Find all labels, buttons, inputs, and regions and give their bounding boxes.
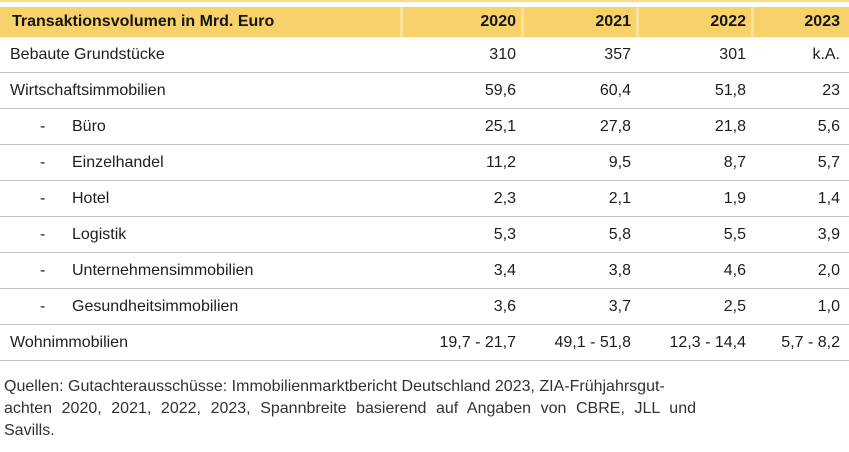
row-label-cell: - Logistik [0, 217, 400, 253]
table-row: - Einzelhandel 11,2 9,5 8,7 5,7 [0, 145, 849, 181]
year-header-2023: 2023 [751, 7, 849, 37]
row-label-text: Hotel [72, 189, 110, 207]
value-cell: 3,7 [521, 289, 636, 325]
table-header-row: Transaktionsvolumen in Mrd. Euro 2020 20… [0, 7, 849, 37]
table-row: - Unternehmensimmobilien 3,4 3,8 4,6 2,0 [0, 253, 849, 289]
table-row: - Logistik 5,3 5,8 5,5 3,9 [0, 217, 849, 253]
value-cell: 5,3 [400, 217, 521, 253]
row-label-cell: Bebaute Grundstücke [0, 37, 400, 73]
value-cell: 25,1 [400, 109, 521, 145]
transaction-volume-table: Transaktionsvolumen in Mrd. Euro 2020 20… [0, 7, 849, 361]
value-cell: 5,8 [521, 217, 636, 253]
source-note-line: achten 2020, 2021, 2022, 2023, Spannbrei… [4, 400, 696, 417]
value-cell: 3,6 [400, 289, 521, 325]
dash-bullet: - [40, 117, 46, 135]
row-label-text: Büro [72, 117, 106, 135]
value-cell: 23 [751, 73, 849, 109]
value-cell: 1,0 [751, 289, 849, 325]
table-row: Bebaute Grundstücke 310 357 301 k.A. [0, 37, 849, 73]
source-note: Quellen: Gutachterausschüsse: Immobilien… [4, 376, 696, 442]
dash-bullet: - [40, 153, 46, 171]
table-row: - Gesundheitsimmobilien 3,6 3,7 2,5 1,0 [0, 289, 849, 325]
source-note-line: Savills. [4, 422, 55, 439]
value-cell: 51,8 [636, 73, 751, 109]
row-label-text: Wirtschaftsimmobilien [10, 81, 166, 99]
table-row: - Hotel 2,3 2,1 1,9 1,4 [0, 181, 849, 217]
value-cell: k.A. [751, 37, 849, 73]
value-cell: 2,0 [751, 253, 849, 289]
value-cell: 5,6 [751, 109, 849, 145]
row-label-cell: - Hotel [0, 181, 400, 217]
table-row: - Büro 25,1 27,8 21,8 5,6 [0, 109, 849, 145]
table-header: Transaktionsvolumen in Mrd. Euro 2020 20… [0, 7, 849, 37]
year-header-2020: 2020 [400, 7, 521, 37]
value-cell: 19,7 - 21,7 [400, 325, 521, 361]
row-label-text: Unternehmensimmobilien [72, 261, 254, 279]
value-cell: 8,7 [636, 145, 751, 181]
value-cell: 3,4 [400, 253, 521, 289]
row-label-cell: - Einzelhandel [0, 145, 400, 181]
value-cell: 27,8 [521, 109, 636, 145]
row-label-text: Einzelhandel [72, 153, 164, 171]
value-cell: 9,5 [521, 145, 636, 181]
row-label-cell: - Büro [0, 109, 400, 145]
dash-bullet: - [40, 189, 46, 207]
row-label-cell: - Unternehmensimmobilien [0, 253, 400, 289]
row-label-text: Gesundheitsimmobilien [72, 297, 239, 315]
table-row: Wirtschaftsimmobilien 59,6 60,4 51,8 23 [0, 73, 849, 109]
dash-bullet: - [40, 297, 46, 315]
table-body: Bebaute Grundstücke 310 357 301 k.A. Wir… [0, 37, 849, 361]
value-cell: 3,9 [751, 217, 849, 253]
dash-bullet: - [40, 225, 46, 243]
value-cell: 12,3 - 14,4 [636, 325, 751, 361]
value-cell: 310 [400, 37, 521, 73]
row-label-text: Logistik [72, 225, 127, 243]
value-cell: 59,6 [400, 73, 521, 109]
source-note-line: Quellen: Gutachterausschüsse: Immobilien… [4, 378, 665, 395]
value-cell: 11,2 [400, 145, 521, 181]
row-label-cell: Wirtschaftsimmobilien [0, 73, 400, 109]
dash-bullet: - [40, 261, 46, 279]
value-cell: 1,4 [751, 181, 849, 217]
value-cell: 5,7 [751, 145, 849, 181]
row-label-cell: - Gesundheitsimmobilien [0, 289, 400, 325]
value-cell: 21,8 [636, 109, 751, 145]
value-cell: 5,7 - 8,2 [751, 325, 849, 361]
table-row: Wohnimmobilien 19,7 - 21,7 49,1 - 51,8 1… [0, 325, 849, 361]
value-cell: 49,1 - 51,8 [521, 325, 636, 361]
value-cell: 5,5 [636, 217, 751, 253]
value-cell: 2,3 [400, 181, 521, 217]
year-header-2022: 2022 [636, 7, 751, 37]
value-cell: 60,4 [521, 73, 636, 109]
table-title-cell: Transaktionsvolumen in Mrd. Euro [0, 7, 400, 37]
row-label-cell: Wohnimmobilien [0, 325, 400, 361]
row-label-text: Wohnimmobilien [10, 333, 128, 351]
value-cell: 3,8 [521, 253, 636, 289]
value-cell: 4,6 [636, 253, 751, 289]
row-label-text: Bebaute Grundstücke [10, 45, 165, 63]
top-accent-line [0, 0, 849, 2]
value-cell: 301 [636, 37, 751, 73]
value-cell: 2,5 [636, 289, 751, 325]
value-cell: 357 [521, 37, 636, 73]
value-cell: 2,1 [521, 181, 636, 217]
year-header-2021: 2021 [521, 7, 636, 37]
value-cell: 1,9 [636, 181, 751, 217]
